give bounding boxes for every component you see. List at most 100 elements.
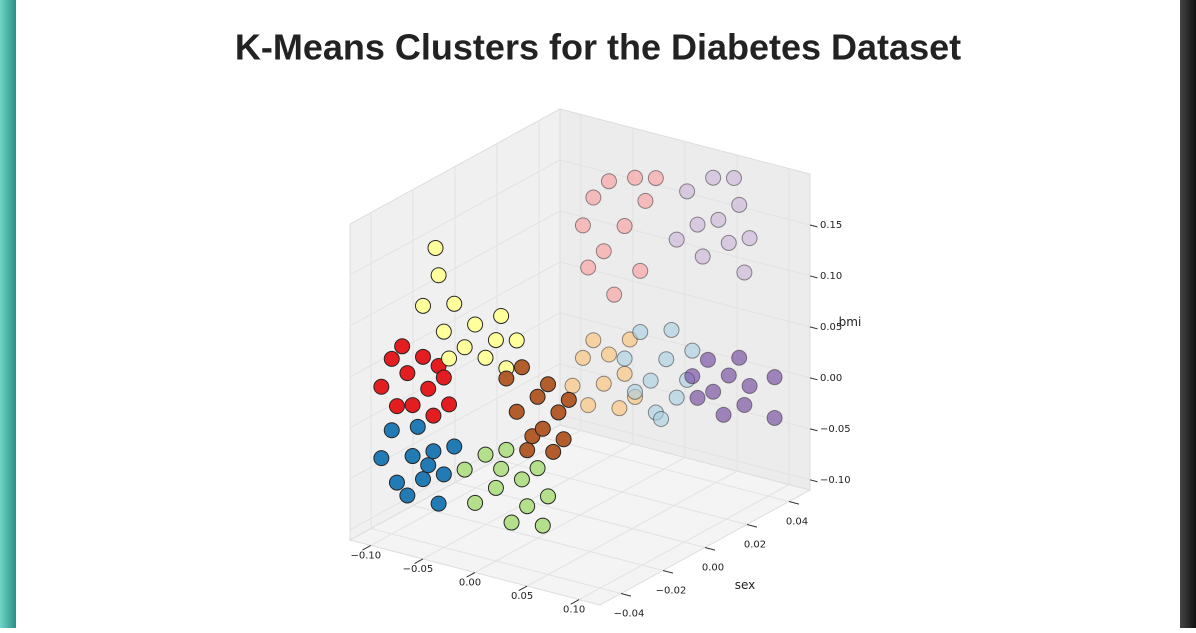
point bbox=[513, 359, 530, 376]
point bbox=[658, 351, 675, 368]
point bbox=[435, 323, 452, 340]
point bbox=[493, 307, 510, 324]
tick-mark bbox=[809, 326, 818, 330]
z-tick-label: 0.10 bbox=[820, 271, 842, 282]
grid-line bbox=[349, 312, 561, 429]
point bbox=[555, 431, 572, 448]
tick-mark bbox=[704, 547, 716, 551]
point bbox=[430, 267, 447, 284]
tick-mark bbox=[414, 558, 424, 564]
point bbox=[720, 367, 737, 384]
y-tick-label: −0.04 bbox=[614, 609, 645, 620]
point bbox=[668, 231, 685, 248]
point bbox=[653, 410, 670, 427]
point bbox=[529, 388, 546, 405]
x-tick-label: 0.00 bbox=[459, 578, 481, 589]
point bbox=[467, 316, 484, 333]
tick-mark bbox=[662, 570, 674, 574]
point bbox=[383, 422, 400, 439]
point bbox=[600, 173, 617, 190]
point bbox=[731, 196, 748, 213]
point bbox=[425, 407, 442, 424]
point bbox=[498, 370, 515, 387]
labels: −0.10 −0.05 0.00 0.05 0.10 −0.04 −0.02 0.00 0.02… bbox=[351, 220, 862, 633]
point bbox=[580, 259, 597, 276]
point bbox=[404, 448, 421, 465]
point bbox=[679, 183, 696, 200]
point bbox=[741, 377, 758, 394]
point bbox=[415, 348, 431, 365]
point bbox=[388, 474, 405, 491]
point bbox=[493, 460, 510, 477]
point bbox=[611, 400, 628, 417]
point bbox=[540, 376, 556, 393]
tick-mark bbox=[518, 585, 528, 592]
point bbox=[725, 170, 742, 187]
point bbox=[580, 397, 597, 414]
y-tick-label: −0.02 bbox=[656, 586, 687, 597]
point bbox=[637, 192, 654, 209]
grid-line bbox=[559, 312, 811, 379]
point bbox=[642, 372, 659, 389]
point bbox=[606, 286, 623, 303]
point bbox=[663, 321, 680, 338]
point bbox=[616, 350, 633, 367]
point bbox=[766, 369, 783, 386]
grid bbox=[349, 114, 818, 605]
right-edge bbox=[1180, 0, 1196, 628]
x-tick-label: 0.05 bbox=[511, 591, 533, 602]
y-tick-label: 0.04 bbox=[786, 517, 808, 528]
tick-mark bbox=[788, 501, 800, 505]
point bbox=[564, 377, 581, 394]
point bbox=[741, 230, 758, 247]
point bbox=[621, 331, 638, 348]
x-tick-label: −0.10 bbox=[351, 550, 382, 561]
point bbox=[699, 351, 716, 368]
point bbox=[498, 441, 515, 458]
point bbox=[705, 383, 722, 400]
point bbox=[456, 461, 473, 478]
tick-mark bbox=[466, 572, 476, 578]
tick-mark bbox=[809, 275, 818, 279]
point bbox=[647, 170, 664, 187]
point bbox=[715, 406, 732, 423]
point bbox=[689, 216, 706, 233]
point bbox=[513, 471, 530, 488]
point bbox=[420, 380, 437, 397]
grid-line bbox=[538, 436, 790, 502]
point bbox=[705, 169, 722, 186]
grid-line bbox=[559, 261, 811, 328]
point bbox=[545, 443, 562, 460]
point bbox=[487, 332, 504, 349]
point bbox=[394, 338, 411, 355]
point bbox=[585, 189, 602, 206]
tick-mark bbox=[809, 428, 818, 432]
point bbox=[534, 420, 551, 437]
tick-mark bbox=[809, 377, 818, 381]
point bbox=[595, 375, 612, 392]
tick-mark bbox=[746, 524, 758, 528]
tick-mark bbox=[620, 593, 632, 597]
point bbox=[430, 495, 447, 512]
z-tick-label: 0.00 bbox=[820, 373, 842, 384]
point bbox=[600, 346, 617, 363]
point bbox=[766, 409, 783, 426]
point bbox=[627, 169, 644, 186]
point bbox=[487, 479, 504, 496]
point bbox=[574, 217, 591, 234]
z-tick-label: −0.10 bbox=[820, 475, 851, 486]
tick-mark bbox=[570, 599, 580, 605]
point bbox=[632, 324, 649, 341]
z-axis-label: bmi bbox=[839, 315, 862, 329]
point bbox=[508, 332, 525, 349]
point bbox=[435, 466, 452, 483]
point bbox=[404, 397, 421, 414]
point bbox=[373, 450, 390, 467]
point bbox=[477, 349, 494, 366]
point bbox=[632, 262, 649, 279]
point bbox=[399, 487, 416, 504]
point bbox=[409, 418, 426, 435]
point bbox=[616, 365, 633, 382]
grid-line bbox=[559, 210, 811, 277]
point bbox=[585, 332, 602, 349]
